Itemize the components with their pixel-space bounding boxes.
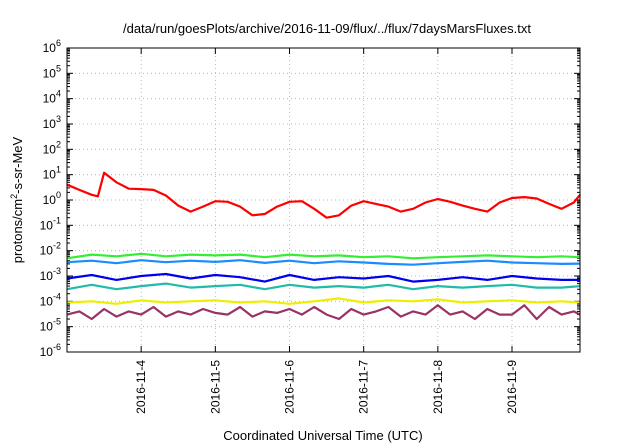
y-tick-label: 102 [43, 139, 61, 156]
series-line-6 [66, 297, 581, 305]
y-tick-label: 10-1 [40, 215, 61, 232]
series-line-7 [66, 304, 581, 321]
y-tick-label: 101 [43, 165, 61, 182]
y-tick-label: 104 [43, 89, 61, 106]
x-axis-ticks: 2016-11-4 2016-11-5 2016-11-6 2016-11-7 2016… [134, 48, 519, 414]
y-tick-label: 10-3 [40, 266, 61, 283]
y-tick-label: 106 [43, 38, 61, 55]
y-tick-label: 103 [43, 114, 61, 131]
x-tick-label: 2016-11-4 [134, 360, 148, 414]
y-tick-label: 10-4 [40, 291, 61, 308]
y-tick-label: 105 [43, 63, 61, 80]
y-tick-label: 100 [43, 190, 61, 207]
plot-frame [66, 47, 581, 353]
x-axis-label: Coordinated Universal Time (UTC) [223, 428, 422, 443]
chart-title: /data/run/goesPlots/archive/2016-11-09/f… [123, 21, 531, 36]
series-line-5 [66, 282, 581, 291]
grid-lines [67, 48, 580, 352]
x-tick-label: 2016-11-5 [208, 360, 222, 414]
y-tick-label: 10-2 [40, 241, 61, 258]
y-tick-label: 10-6 [40, 342, 61, 359]
y-axis-label: protons/cm2-s-sr-MeV [9, 136, 25, 263]
series-line-2 [66, 252, 581, 260]
series-line-4 [66, 272, 580, 283]
series-group [66, 171, 581, 321]
x-tick-label: 2016-11-7 [357, 360, 371, 414]
y-tick-label: 10-5 [40, 317, 61, 334]
x-tick-label: 2016-11-8 [431, 360, 445, 414]
x-tick-label: 2016-11-6 [283, 360, 297, 414]
series-line-3 [66, 259, 581, 266]
series-line-1 [66, 171, 581, 219]
x-tick-label: 2016-11-9 [505, 360, 519, 414]
